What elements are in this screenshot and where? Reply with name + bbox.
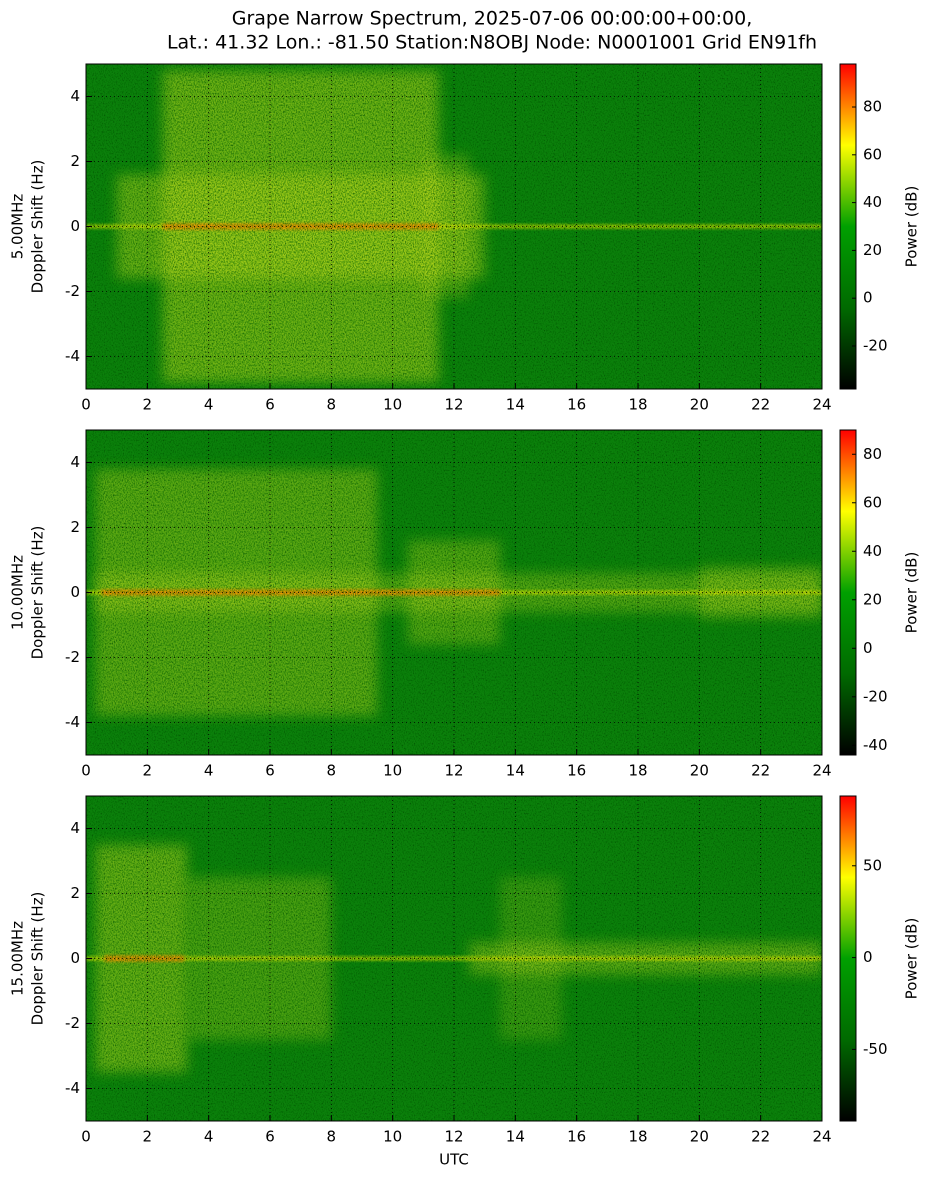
y-tick-label: 2 [70,152,80,170]
plot-frame [85,63,823,390]
colorbar-tick-label: -20 [863,336,888,354]
y-tick-label: -4 [65,713,80,731]
x-tick-label: 8 [327,762,337,780]
plot-frame [85,429,823,756]
x-tick-label: 14 [506,1128,525,1146]
x-tick-label: 18 [628,762,647,780]
x-tick-label: 12 [444,762,463,780]
x-tick-label: 0 [81,762,91,780]
colorbar-label: Power (dB) [903,918,921,1000]
x-tick-label: 10 [383,396,402,414]
y-axis-label: 15.00MHz [9,921,27,996]
y-tick-label: 2 [70,518,80,536]
x-tick-label: 2 [143,1128,153,1146]
x-tick-label: 16 [567,762,586,780]
y-tick-label: -2 [65,282,80,300]
colorbar-tick-label: -50 [863,1040,888,1058]
colorbar-tick-label: 80 [863,98,882,116]
y-tick-label: 2 [70,884,80,902]
colorbar-tick-label: 0 [863,639,873,657]
y-tick-label: 4 [70,453,80,471]
colorbar-tick-label: 20 [863,590,882,608]
y-tick-label: 0 [70,583,80,601]
x-tick-label: 4 [204,762,214,780]
x-tick-label: 14 [506,762,525,780]
x-tick-label: 20 [690,1128,709,1146]
title-line: Grape Narrow Spectrum, 2025-07-06 00:00:… [232,8,753,30]
colorbar-tick-label: 0 [863,289,873,307]
x-tick-label: 2 [143,396,153,414]
x-tick-label: 6 [265,762,275,780]
x-tick-label: 14 [506,396,525,414]
colorbar-label: Power (dB) [903,552,921,634]
x-tick-label: 2 [143,762,153,780]
colorbar-tick-label: -40 [863,736,888,754]
y-tick-label: -4 [65,347,80,365]
x-tick-label: 12 [444,1128,463,1146]
colorbar [839,795,857,1122]
y-axis-label: Doppler Shift (Hz) [29,892,47,1026]
colorbar [839,429,857,756]
x-tick-label: 6 [265,1128,275,1146]
x-tick-label: 16 [567,1128,586,1146]
colorbar [839,63,857,390]
x-tick-label: 8 [327,396,337,414]
x-tick-label: 4 [204,396,214,414]
y-tick-label: 4 [70,819,80,837]
colorbar-tick-label: 0 [863,948,873,966]
colorbar-tick-label: 80 [863,445,882,463]
y-tick-label: 0 [70,949,80,967]
x-tick-label: 6 [265,396,275,414]
colorbar-tick-label: 40 [863,193,882,211]
colorbar-tick-label: 50 [863,856,882,874]
heatmap [86,64,822,389]
title-line: Lat.: 41.32 Lon.: -81.50 Station:N8OBJ N… [167,32,817,54]
y-tick-label: -4 [65,1079,80,1097]
x-tick-label: 24 [812,1128,831,1146]
x-tick-label: 22 [751,396,770,414]
colorbar-tick-label: 60 [863,493,882,511]
x-tick-label: 18 [628,396,647,414]
x-axis-label: UTC [439,1151,469,1169]
x-tick-label: 20 [690,762,709,780]
x-tick-label: 22 [751,1128,770,1146]
y-tick-label: -2 [65,1014,80,1032]
y-tick-label: 4 [70,87,80,105]
x-tick-label: 8 [327,1128,337,1146]
x-tick-label: 4 [204,1128,214,1146]
x-tick-label: 20 [690,396,709,414]
x-tick-label: 10 [383,762,402,780]
colorbar-tick-label: 40 [863,542,882,560]
plot-frame [85,795,823,1122]
y-tick-label: -2 [65,648,80,666]
colorbar-tick-label: 60 [863,145,882,163]
y-axis-label: Doppler Shift (Hz) [29,160,47,294]
y-axis-label: 5.00MHz [9,194,27,260]
x-tick-label: 0 [81,1128,91,1146]
colorbar-label: Power (dB) [903,186,921,268]
x-tick-label: 16 [567,396,586,414]
x-tick-label: 10 [383,1128,402,1146]
x-tick-label: 24 [812,396,831,414]
y-tick-label: 0 [70,217,80,235]
x-tick-label: 18 [628,1128,647,1146]
colorbar-tick-label: 20 [863,241,882,259]
y-axis-label: Doppler Shift (Hz) [29,526,47,660]
x-tick-label: 24 [812,762,831,780]
x-tick-label: 0 [81,396,91,414]
x-tick-label: 12 [444,396,463,414]
x-tick-label: 22 [751,762,770,780]
y-axis-label: 10.00MHz [9,555,27,630]
colorbar-tick-label: -20 [863,687,888,705]
